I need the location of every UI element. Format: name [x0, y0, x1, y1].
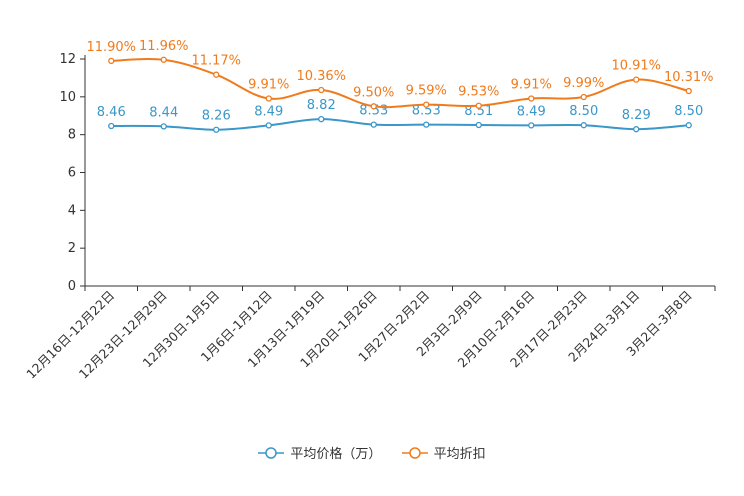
- y-tick-label: 4: [68, 203, 76, 218]
- data-point-0: [423, 121, 430, 128]
- x-tick-label: 12月23日-12月29日: [76, 288, 170, 382]
- data-label-0: 8.53: [412, 104, 441, 119]
- line-chart: 02468101212月16日-12月22日12月23日-12月29日12月30…: [23, 39, 716, 382]
- data-point-0: [580, 122, 587, 129]
- legend-item-price[interactable]: 平均价格（万）: [258, 443, 381, 462]
- y-tick-label: 2: [68, 241, 76, 256]
- data-label-0: 8.49: [517, 104, 546, 119]
- data-point-1: [685, 87, 692, 95]
- y-tick-label: 6: [68, 166, 76, 181]
- data-point-1: [370, 103, 377, 110]
- data-label-1: 9.91%: [248, 78, 289, 93]
- legend-price-label: 平均价格（万）: [290, 447, 382, 462]
- data-point-0: [213, 126, 220, 133]
- data-label-0: 8.44: [149, 105, 178, 120]
- data-point-0: [370, 121, 377, 128]
- y-tick-label: 8: [68, 128, 76, 143]
- x-tick-label: 12月16日-12月22日: [23, 288, 117, 382]
- data-label-0: 8.50: [674, 104, 703, 119]
- data-label-0: 8.29: [622, 108, 651, 123]
- y-tick-label: 10: [59, 90, 76, 105]
- data-point-0: [160, 123, 167, 130]
- series-line-0: [111, 118, 689, 131]
- legend-discount-label: 平均折扣: [433, 447, 486, 462]
- data-label-1: 10.31%: [664, 70, 714, 85]
- data-label-1: 11.96%: [139, 39, 189, 54]
- data-label-1: 10.91%: [611, 59, 661, 74]
- data-label-1: 9.59%: [406, 84, 447, 99]
- data-point-0: [265, 122, 272, 129]
- data-label-1: 10.36%: [296, 69, 346, 84]
- data-point-1: [318, 86, 325, 94]
- data-label-0: 8.49: [254, 104, 283, 119]
- data-label-1: 9.53%: [458, 85, 499, 100]
- data-point-1: [160, 56, 167, 63]
- data-point-1: [475, 102, 482, 109]
- data-label-1: 9.91%: [511, 78, 552, 93]
- series-line-1: [111, 57, 689, 109]
- data-point-1: [528, 95, 535, 102]
- data-label-0: 8.26: [202, 109, 231, 124]
- data-point-0: [528, 122, 535, 129]
- data-point-1: [108, 57, 115, 65]
- data-point-1: [265, 95, 272, 102]
- data-point-0: [108, 122, 115, 130]
- data-point-0: [633, 126, 640, 133]
- legend-discount-marker-icon: [401, 446, 428, 459]
- data-label-0: 8.46: [97, 105, 126, 120]
- data-point-0: [475, 121, 482, 129]
- legend-price-marker-icon: [258, 446, 285, 459]
- data-label-1: 9.99%: [563, 76, 604, 91]
- data-label-1: 9.50%: [353, 85, 394, 100]
- data-point-0: [318, 116, 325, 123]
- data-point-1: [423, 101, 430, 108]
- y-tick-label: 0: [68, 279, 76, 294]
- data-label-1: 11.17%: [191, 54, 241, 69]
- data-label-1: 11.90%: [86, 40, 136, 55]
- data-label-0: 8.51: [464, 104, 493, 119]
- data-point-1: [580, 93, 587, 101]
- data-label-0: 8.50: [569, 104, 598, 119]
- legend-item-discount[interactable]: 平均折扣: [401, 443, 486, 462]
- data-point-1: [213, 71, 220, 78]
- data-label-0: 8.82: [307, 98, 336, 113]
- legend: 平均价格（万） 平均折扣: [0, 443, 744, 464]
- y-tick-label: 12: [59, 52, 76, 67]
- data-point-1: [633, 76, 640, 83]
- data-point-0: [685, 122, 692, 129]
